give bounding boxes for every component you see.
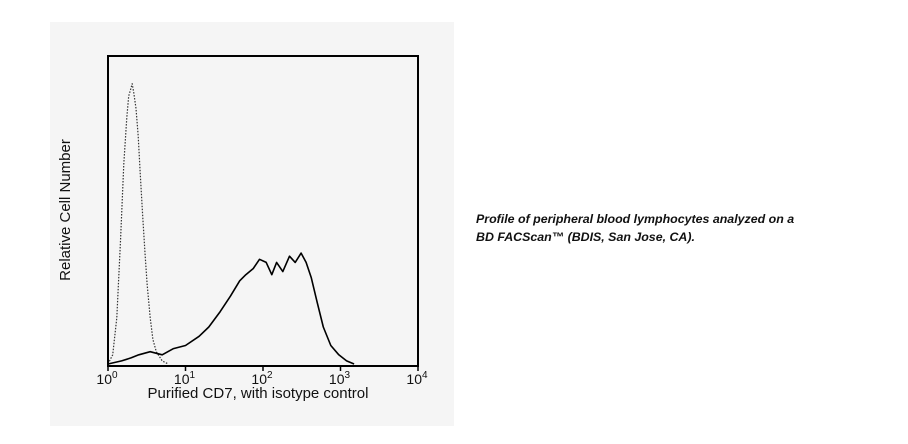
plot-frame: [107, 55, 419, 367]
histogram-chart: 100 101 102 103 104 Purified CD7, with isoty…: [57, 55, 428, 402]
cd7-histogram: [107, 252, 355, 365]
x-tick-label: 100: [96, 370, 118, 387]
figure-panel: 100 101 102 103 104 Purified CD7, with isoty…: [50, 22, 454, 426]
x-axis-title: Purified CD7, with isotype control: [148, 385, 369, 402]
caption-line-2: BD FACScan™ (BDIS, San Jose, CA).: [476, 230, 695, 244]
figure-caption: Profile of peripheral blood lymphocytes …: [476, 210, 856, 246]
x-tick-label: 104: [406, 370, 428, 387]
x-tick-label: 103: [329, 370, 351, 387]
y-axis-title: Relative Cell Number: [57, 139, 74, 281]
isotype-control-histogram: [107, 83, 169, 365]
x-tick-label: 101: [174, 370, 196, 387]
caption-line-1: Profile of peripheral blood lymphocytes …: [476, 212, 795, 226]
x-tick-label: 102: [251, 370, 273, 387]
